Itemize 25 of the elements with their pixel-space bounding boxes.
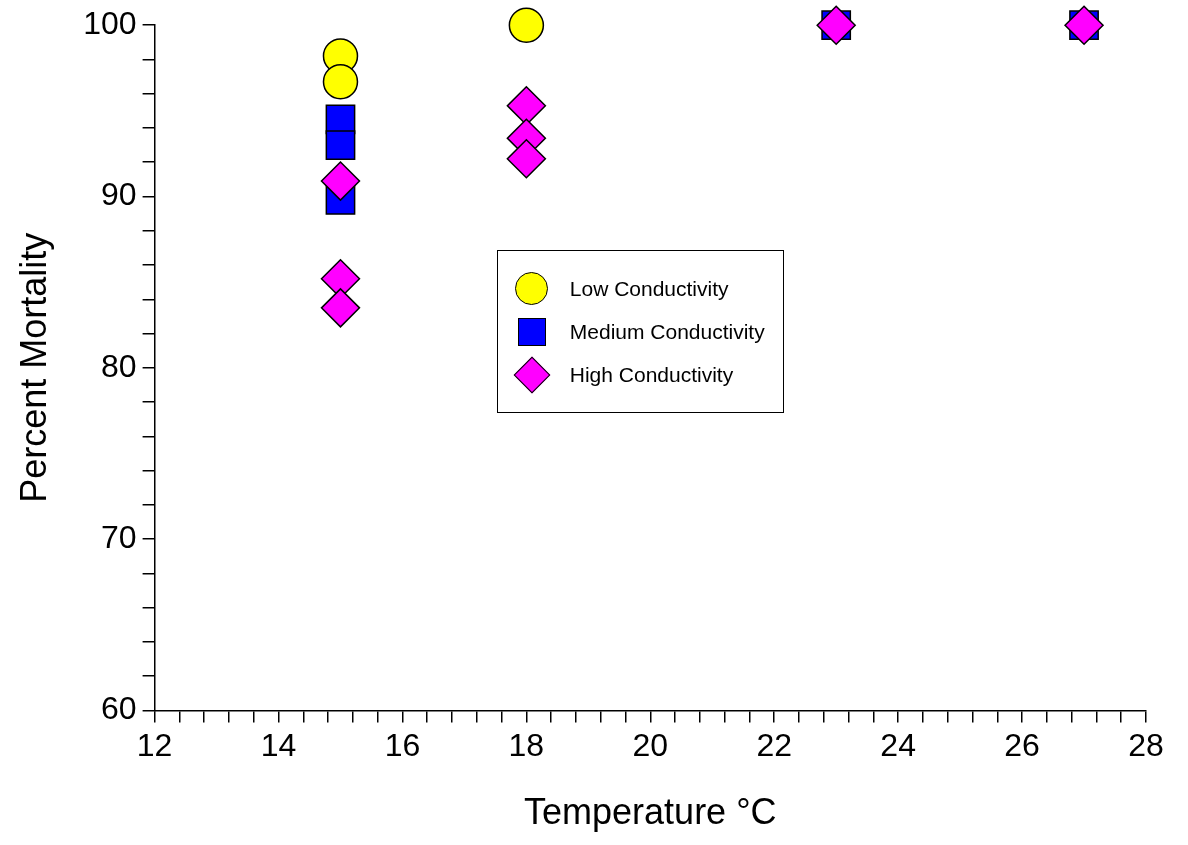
legend-label: Medium Conductivity — [569, 319, 765, 344]
legend-label: High Conductivity — [569, 362, 734, 387]
x-tick-label: 28 — [1128, 727, 1164, 764]
y-tick-label: 90 — [101, 176, 137, 213]
x-axis-title: Temperature °C — [524, 791, 777, 833]
point — [320, 161, 361, 201]
y-tick-label: 60 — [101, 690, 137, 727]
y-tick-label: 80 — [101, 347, 137, 384]
y-tick-label: 70 — [101, 518, 137, 555]
y-tick-label: 100 — [83, 5, 137, 42]
point — [508, 7, 545, 43]
point — [322, 63, 359, 100]
x-tick-label: 20 — [632, 727, 669, 764]
x-tick-label: 12 — [136, 727, 173, 764]
x-tick-label: 18 — [508, 727, 545, 764]
point — [320, 288, 361, 328]
point — [506, 139, 547, 179]
legend-label: Low Conductivity — [569, 276, 729, 301]
x-tick-label: 14 — [260, 727, 297, 764]
x-tick-label: 16 — [384, 727, 421, 764]
x-tick-label: 22 — [756, 727, 793, 764]
y-axis-title: Percent Mortality — [12, 232, 54, 503]
point — [325, 130, 356, 160]
x-tick-label: 24 — [880, 727, 916, 764]
x-tick-label: 26 — [1004, 727, 1040, 764]
